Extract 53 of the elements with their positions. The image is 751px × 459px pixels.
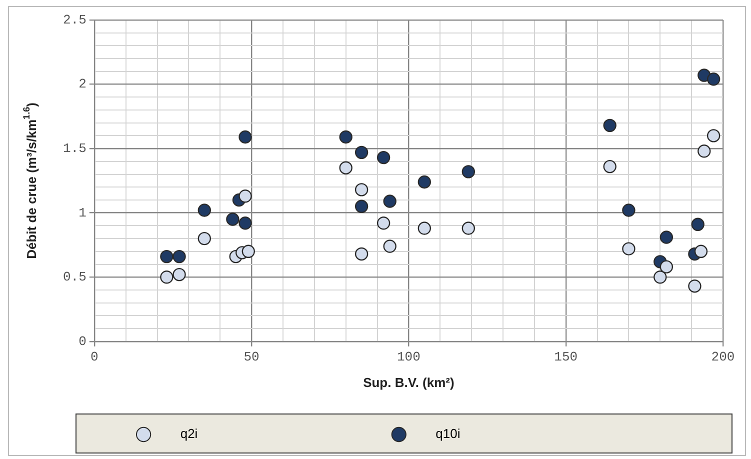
point [694,244,708,258]
legend-label: q2i [155,426,382,442]
point [160,250,174,264]
point [462,222,476,235]
point [688,280,702,293]
point [418,222,432,235]
point [698,144,711,158]
y-tick-label: 0.5 [63,270,86,285]
point [226,212,240,226]
y-tick-label: 2.5 [63,12,86,28]
y-tick-label: 2 [78,76,86,92]
point [242,244,256,258]
point [172,268,186,282]
x-tick-label: 50 [244,350,260,365]
point [354,247,368,261]
point [339,161,352,174]
x-tick-label: 200 [711,350,735,365]
point [603,160,616,174]
point [418,175,432,189]
point [622,204,636,217]
point [238,130,252,144]
x-tick-label: 0 [90,350,98,365]
point [691,218,704,232]
y-tick-label: 1.5 [63,140,86,156]
point [654,270,667,284]
point [622,242,636,256]
point [383,240,396,253]
point [462,165,476,178]
point [354,183,368,196]
point [198,232,212,246]
point [660,260,674,274]
x-tick-label: 100 [397,350,420,365]
point [660,230,674,244]
point [603,118,616,132]
point [376,150,390,164]
point [354,200,368,214]
point [339,130,352,144]
point [198,204,212,217]
point [706,72,720,86]
y-tick-label: 0 [78,334,86,349]
point [383,194,396,208]
point [354,146,368,160]
point [706,129,720,142]
point [376,216,390,230]
point [238,190,252,203]
x-axis-title: Sup. B.V. (km²) [363,374,454,390]
point [238,216,252,230]
point [160,270,174,284]
legend-label: q10i [410,426,644,442]
x-tick-label: 150 [554,350,578,365]
point [172,250,186,264]
y-tick-label: 1 [78,205,87,220]
y-axis-title: Débit de crue (m³/s/km1.6) [22,102,39,259]
